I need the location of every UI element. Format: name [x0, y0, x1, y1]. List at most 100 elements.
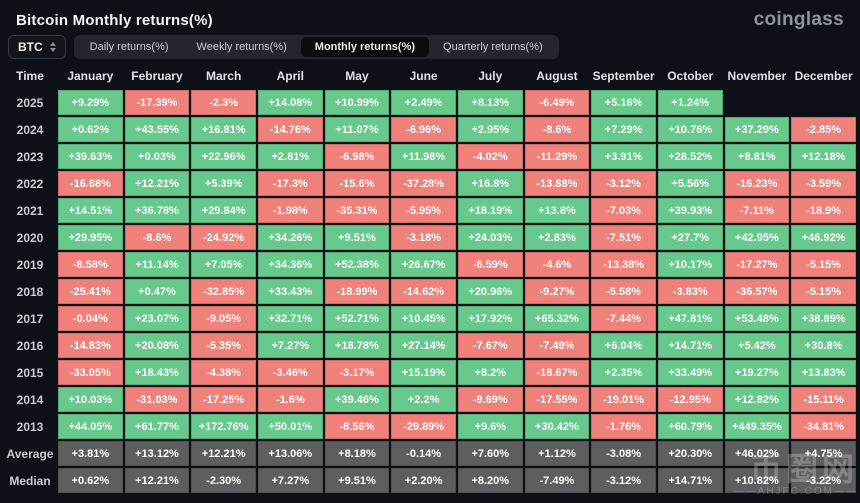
cell-2019-may: +52.38% [324, 252, 390, 277]
cell-2019-september: -13.38% [591, 252, 656, 277]
cell-2017-august: +65.32% [524, 306, 590, 331]
cell-2014-july: -9.69% [457, 387, 523, 412]
cell-2016-september: +6.04% [591, 333, 656, 358]
cell-2022-may: -15.6% [324, 171, 390, 196]
cell-2021-may: -35.31% [324, 198, 390, 223]
symbol-selector-value: BTC [18, 40, 43, 54]
coinglass-logo: coinglass [753, 9, 844, 30]
cell-2015-december: +13.83% [791, 360, 856, 385]
cell-average-may: +8.18% [324, 441, 390, 466]
row-label-2019: 2019 [16, 257, 44, 272]
tab-monthly-returns[interactable]: Monthly returns(%) [300, 37, 430, 57]
cell-2024-october: +10.76% [657, 117, 723, 142]
row-label-2016: 2016 [16, 338, 44, 353]
cell-2020-december: +46.92% [791, 225, 856, 250]
cell-2017-january: -0.04% [58, 306, 123, 331]
cell-2013-april: +50.01% [257, 414, 323, 439]
table-row-2018: 2018 -25.41% +0.47% -32.85% +33.43% -18.99% -1… [4, 279, 856, 304]
cell-2018-may: -18.99% [324, 279, 390, 304]
cell-2021-july: +18.19% [457, 198, 523, 223]
cell-median-october: +14.71% [657, 468, 723, 493]
cell-2022-august: -13.88% [524, 171, 590, 196]
tab-quarterly-returns[interactable]: Quarterly returns(%) [429, 37, 557, 57]
table-row-2019: 2019 -8.58% +11.14% +7.05% +34.36% +52.38% +26… [4, 252, 856, 277]
column-header-february: February [131, 69, 183, 83]
cell-2018-february: +0.47% [124, 279, 190, 304]
tab-daily-returns[interactable]: Daily returns(%) [76, 37, 183, 57]
cell-2013-august: +30.42% [524, 414, 590, 439]
symbol-selector[interactable]: BTC [8, 35, 66, 59]
cell-2022-november: -16.23% [724, 171, 790, 196]
cell-2024-september: +7.29% [591, 117, 656, 142]
cell-2024-april: -14.76% [257, 117, 323, 142]
cell-2023-january: +39.63% [58, 144, 123, 169]
cell-2015-september: +2.35% [591, 360, 656, 385]
cell-2017-december: +38.89% [791, 306, 856, 331]
cell-2020-april: +34.26% [257, 225, 323, 250]
cell-average-february: +13.12% [124, 441, 190, 466]
cell-2019-april: +34.36% [257, 252, 323, 277]
row-label-2015: 2015 [16, 365, 44, 380]
cell-2014-january: +10.03% [58, 387, 123, 412]
cell-2018-november: -36.57% [724, 279, 790, 304]
cell-2025-august: -6.49% [524, 90, 590, 115]
column-header-april: April [276, 69, 304, 83]
cell-average-july: +7.60% [457, 441, 523, 466]
chevron-up-down-icon [49, 42, 56, 52]
column-header-august: August [536, 69, 578, 83]
table-row-2025: 2025 +9.29% -17.39% -2.3% +14.08% +10.99% +2.4… [4, 90, 856, 115]
cell-2013-june: -29.89% [391, 414, 456, 439]
cell-2025-july: +8.13% [457, 90, 523, 115]
row-label-2013: 2013 [16, 419, 44, 434]
cell-average-june: -0.14% [391, 441, 456, 466]
cell-2014-october: -12.95% [657, 387, 723, 412]
cell-2016-july: -7.67% [457, 333, 523, 358]
cell-2019-december: -5.15% [791, 252, 856, 277]
cell-2021-september: -7.03% [591, 198, 656, 223]
cell-median-november: +10.82% [724, 468, 790, 493]
cell-2020-july: +24.03% [457, 225, 523, 250]
cell-2019-march: +7.05% [191, 252, 256, 277]
cell-2016-june: +27.14% [391, 333, 456, 358]
cell-2025-december [791, 90, 856, 115]
cell-2014-september: -19.01% [591, 387, 656, 412]
cell-2023-august: -11.29% [524, 144, 590, 169]
cell-2015-november: +19.27% [724, 360, 790, 385]
cell-2017-february: +23.07% [124, 306, 190, 331]
cell-2014-june: +2.2% [391, 387, 456, 412]
cell-2023-december: +12.18% [791, 144, 856, 169]
cell-2019-october: +10.17% [657, 252, 723, 277]
cell-2021-january: +14.51% [58, 198, 123, 223]
cell-2017-june: +10.45% [391, 306, 456, 331]
cell-2015-february: +18.43% [124, 360, 190, 385]
table-row-2020: 2020 +29.95% -8.6% -24.92% +34.26% +9.51% -3.1… [4, 225, 856, 250]
row-label-2020: 2020 [16, 230, 44, 245]
cell-average-march: +12.21% [191, 441, 256, 466]
cell-2017-march: -9.05% [191, 306, 256, 331]
cell-average-november: +46.02% [724, 441, 790, 466]
table-row-2017: 2017 -0.04% +23.07% -9.05% +32.71% +52.71% +10… [4, 306, 856, 331]
column-header-june: June [409, 69, 438, 83]
cell-2022-february: +12.21% [124, 171, 190, 196]
cell-2020-august: +2.83% [524, 225, 590, 250]
cell-2025-february: -17.39% [124, 90, 190, 115]
cell-2024-february: +43.55% [124, 117, 190, 142]
cell-2013-december: -34.81% [791, 414, 856, 439]
cell-median-july: +8.20% [457, 468, 523, 493]
cell-2019-november: -17.27% [724, 252, 790, 277]
row-label-median: Median [9, 473, 51, 488]
cell-2016-february: +20.08% [124, 333, 190, 358]
cell-2017-july: +17.92% [457, 306, 523, 331]
table-row-2016: 2016 -14.83% +20.08% -5.35% +7.27% +18.78% +27… [4, 333, 856, 358]
cell-2013-october: +60.79% [657, 414, 723, 439]
cell-2016-october: +14.71% [657, 333, 723, 358]
cell-2025-january: +9.29% [58, 90, 123, 115]
column-header-november: November [727, 69, 787, 83]
cell-2016-august: -7.49% [524, 333, 590, 358]
cell-average-october: +20.30% [657, 441, 723, 466]
cell-2020-march: -24.92% [191, 225, 256, 250]
cell-2018-december: -5.15% [791, 279, 856, 304]
tab-weekly-returns[interactable]: Weekly returns(%) [183, 37, 301, 57]
cell-median-february: +12.21% [124, 468, 190, 493]
cell-2023-june: +11.98% [391, 144, 456, 169]
